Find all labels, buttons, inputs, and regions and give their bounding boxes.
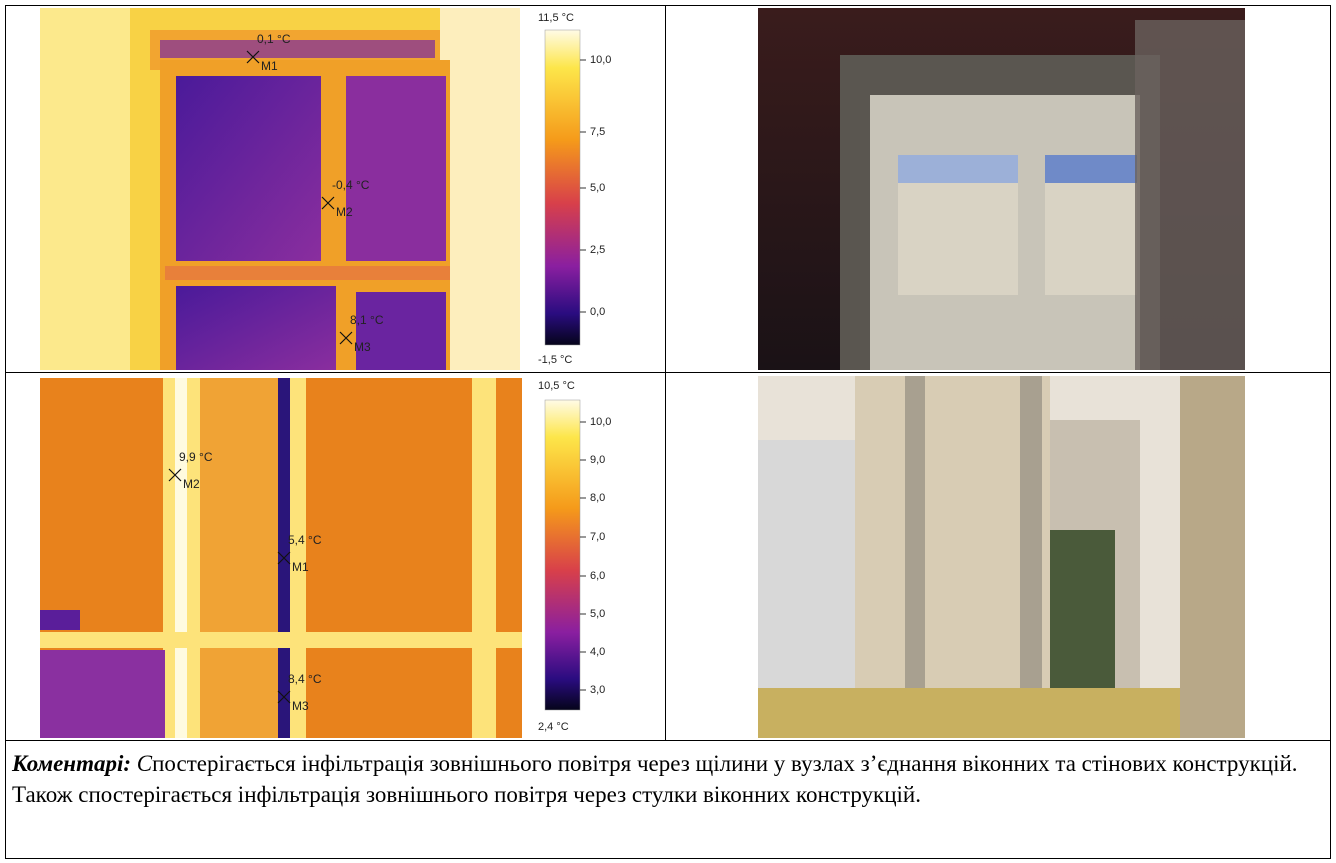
scale-tick-label: 7,5	[590, 126, 605, 138]
scale-tick-label: 3,0	[590, 684, 605, 696]
scale-tick-label: 7,0	[590, 531, 605, 543]
thermal-image	[40, 8, 520, 370]
color-scale	[544, 29, 581, 346]
comment: Коментарі: Спостерігається інфільтрація …	[12, 748, 1322, 810]
scale-tick-label: 10,0	[590, 54, 611, 66]
color-scale	[544, 399, 581, 711]
scale-min: 2,4 °C	[538, 721, 569, 733]
scale-max: 10,5 °C	[538, 380, 575, 392]
marker-temp: 5,4 °C	[288, 533, 322, 547]
scale-tick-label: 6,0	[590, 570, 605, 582]
marker-label: M1	[292, 560, 309, 574]
scale-tick-label: 0,0	[590, 306, 605, 318]
marker-temp: 8,4 °C	[288, 672, 322, 686]
comment-text: постерігається інфільтрація зовнішнього …	[12, 751, 1298, 807]
marker-cross	[168, 468, 182, 482]
marker-label: M2	[336, 205, 353, 219]
scale-tick-label: 5,0	[590, 608, 605, 620]
marker-label: M3	[292, 699, 309, 713]
marker-label: M3	[354, 340, 371, 354]
photo	[758, 376, 1245, 738]
thermal-image	[40, 378, 522, 738]
marker-cross	[339, 331, 353, 345]
marker-temp: 0,1 °C	[257, 32, 291, 46]
scale-tick-label: 10,0	[590, 416, 611, 428]
scale-min: -1,5 °C	[538, 354, 572, 366]
comment-initial: С	[136, 751, 153, 776]
scale-tick-label: 5,0	[590, 182, 605, 194]
photo	[758, 8, 1245, 370]
marker-cross	[277, 690, 291, 704]
marker-label: M2	[183, 477, 200, 491]
table-borders	[5, 5, 1331, 859]
marker-cross	[277, 551, 291, 565]
marker-label: M1	[261, 59, 278, 73]
marker-cross	[321, 196, 335, 210]
scale-tick-label: 9,0	[590, 454, 605, 466]
scale-tick-label: 2,5	[590, 244, 605, 256]
marker-cross	[246, 50, 260, 64]
marker-temp: 8,1 °C	[350, 313, 384, 327]
scale-tick-label: 8,0	[590, 492, 605, 504]
scale-max: 11,5 °C	[538, 12, 574, 24]
comment-label: Коментарі:	[12, 751, 132, 776]
marker-temp: -0,4 °C	[332, 178, 370, 192]
scale-tick-label: 4,0	[590, 646, 605, 658]
marker-temp: 9,9 °C	[179, 450, 213, 464]
